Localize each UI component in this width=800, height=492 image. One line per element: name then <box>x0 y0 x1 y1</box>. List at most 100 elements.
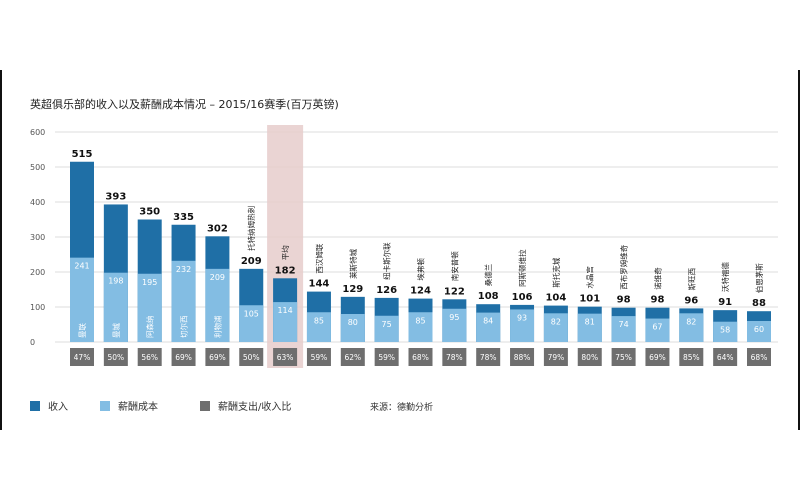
ratio-value-label: 50% <box>108 353 125 362</box>
wage-bar <box>374 315 399 342</box>
ratio-box <box>747 348 771 366</box>
wage-bar <box>340 314 365 342</box>
wage-bar <box>442 308 467 342</box>
wage-bar <box>476 312 501 342</box>
club-name-label: 纽卡斯尔联 <box>382 242 392 280</box>
wage-value-label: 195 <box>142 278 157 287</box>
wage-bar <box>611 316 636 342</box>
chart-title: 英超俱乐部的收入以及薪酬成本情况 – 2015/16赛季(百万英镑) <box>30 98 339 111</box>
ratio-box <box>543 348 568 366</box>
wage-value-label: 95 <box>449 313 459 322</box>
club-name-label: 伯恩茅斯 <box>754 263 764 293</box>
wage-value-label: 232 <box>176 265 191 274</box>
ratio-value-label: 68% <box>412 353 429 362</box>
legend-swatch-revenue <box>30 400 40 411</box>
legend-item-ratio: 薪酬支出/收入比 <box>200 398 291 413</box>
frame-left-line <box>0 70 2 430</box>
wage-value-label: 93 <box>517 313 527 322</box>
y-tick-label: 100 <box>30 303 45 312</box>
wage-value-label: 67 <box>652 323 662 332</box>
club-name-label: 托特纳姆热刺 <box>246 206 256 251</box>
wage-bar <box>510 309 535 342</box>
ratio-box <box>713 348 738 366</box>
wage-value-label: 241 <box>74 262 89 271</box>
club-name-label: 埃弗顿 <box>416 258 426 281</box>
legend-item-revenue: 收入 <box>30 398 68 413</box>
club-name-label: 切尔西 <box>179 315 189 338</box>
ratio-box <box>679 348 704 366</box>
y-tick-label: 0 <box>30 338 35 347</box>
revenue-value-label: 91 <box>718 297 732 308</box>
club-name-label: 南安普顿 <box>449 251 459 281</box>
wage-value-label: 82 <box>551 317 561 326</box>
ratio-value-label: 62% <box>344 353 361 362</box>
wage-bar <box>577 313 602 342</box>
ratio-box <box>239 348 264 366</box>
ratio-value-label: 59% <box>311 353 328 362</box>
revenue-value-label: 98 <box>650 295 664 306</box>
revenue-value-label: 124 <box>410 286 431 297</box>
wage-value-label: 114 <box>277 306 292 315</box>
revenue-value-label: 122 <box>444 286 465 297</box>
ratio-value-label: 69% <box>175 353 192 362</box>
ratio-box <box>442 348 467 366</box>
ratio-value-label: 78% <box>480 353 497 362</box>
wage-bar <box>408 312 433 342</box>
club-name-label: 平均 <box>280 245 290 260</box>
ratio-value-label: 56% <box>141 353 158 362</box>
revenue-value-label: 129 <box>342 284 363 295</box>
ratio-box <box>340 348 365 366</box>
wage-value-label: 85 <box>314 316 324 325</box>
wage-bar <box>273 302 298 342</box>
wage-bar <box>70 257 94 342</box>
revenue-value-label: 209 <box>241 256 262 267</box>
ratio-box <box>273 348 298 366</box>
ratio-value-label: 63% <box>277 353 294 362</box>
club-name-label: 西布罗姆维奇 <box>619 244 629 289</box>
revenue-value-label: 98 <box>617 295 631 306</box>
ratio-box <box>374 348 399 366</box>
wage-bar <box>747 321 771 342</box>
ratio-box <box>306 348 331 366</box>
y-tick-label: 300 <box>30 233 45 242</box>
ratio-box <box>70 348 94 366</box>
club-name-label: 斯旺西 <box>686 267 696 290</box>
wage-value-label: 198 <box>108 277 123 286</box>
ratio-value-label: 69% <box>209 353 226 362</box>
wage-bar <box>543 313 568 342</box>
wage-bar <box>103 272 128 342</box>
wage-bar <box>171 260 196 342</box>
source-note: 来源：德勤分析 <box>370 403 434 413</box>
revenue-value-label: 335 <box>173 212 194 223</box>
revenue-value-label: 515 <box>72 149 93 160</box>
ratio-value-label: 59% <box>378 353 395 362</box>
legend-swatch-ratio <box>200 400 210 411</box>
ratio-value-label: 64% <box>717 353 734 362</box>
wage-bar <box>137 273 162 342</box>
revenue-value-label: 101 <box>579 294 600 305</box>
wage-bar <box>205 268 230 342</box>
ratio-value-label: 78% <box>446 353 463 362</box>
ratio-box <box>171 348 196 366</box>
revenue-value-label: 108 <box>478 291 499 302</box>
y-tick-label: 500 <box>30 163 45 172</box>
ratio-value-label: 75% <box>615 353 632 362</box>
legend-label-wage: 薪酬成本 <box>118 402 158 413</box>
revenue-value-label: 144 <box>309 279 330 290</box>
revenue-value-label: 106 <box>512 292 533 303</box>
ratio-value-label: 68% <box>751 353 768 362</box>
legend-label-ratio: 薪酬支出/收入比 <box>218 402 292 413</box>
club-name-label: 阿斯顿维拉 <box>517 249 527 287</box>
wage-value-label: 80 <box>348 318 358 327</box>
legend-item-wage: 薪酬成本 <box>100 398 158 413</box>
club-name-label: 曼城 <box>112 323 121 338</box>
revenue-value-label: 96 <box>684 295 698 306</box>
club-name-label: 桑德兰 <box>483 263 493 286</box>
ratio-box <box>137 348 162 366</box>
club-name-label: 沃特福德 <box>720 262 730 292</box>
wage-bar <box>713 321 738 342</box>
legend-label-revenue: 收入 <box>48 402 68 413</box>
revenue-value-label: 350 <box>139 207 160 218</box>
wage-value-label: 74 <box>619 320 629 329</box>
wage-value-label: 75 <box>382 320 392 329</box>
